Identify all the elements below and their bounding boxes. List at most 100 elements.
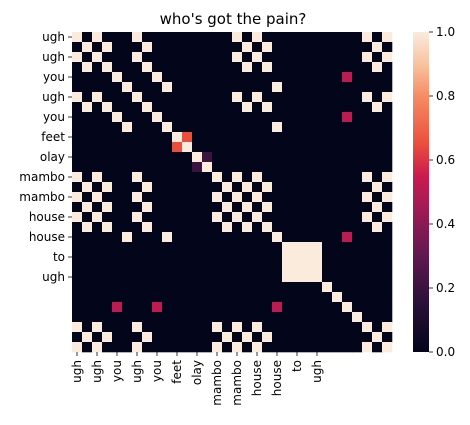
heatmap-cell [242, 72, 253, 83]
heatmap-cell [252, 222, 263, 233]
heatmap-cell [252, 122, 263, 133]
heatmap-cell [222, 202, 233, 213]
heatmap-cell [152, 212, 163, 223]
heatmap-cell [122, 62, 133, 73]
heatmap-cell [382, 52, 393, 63]
heatmap-cell [192, 132, 203, 143]
y-tick-label: feet [41, 130, 65, 144]
heatmap-cell [242, 342, 253, 353]
heatmap-cell [272, 42, 283, 53]
heatmap-cell [292, 172, 303, 183]
heatmap-cell [282, 312, 293, 323]
heatmap-cell [302, 202, 313, 213]
heatmap-cell [272, 122, 283, 133]
heatmap-cell [92, 152, 103, 163]
heatmap-cell [342, 172, 353, 183]
x-tick-label: you [150, 360, 164, 382]
heatmap-cell [272, 292, 283, 303]
heatmap-cell [112, 92, 123, 103]
heatmap-cell [72, 72, 83, 83]
heatmap-cell [102, 282, 113, 293]
heatmap-cell [302, 52, 313, 63]
heatmap-cell [242, 152, 253, 163]
heatmap-cell [172, 142, 183, 153]
heatmap-cell [202, 302, 213, 313]
heatmap-cell [292, 142, 303, 153]
heatmap-cell [382, 92, 393, 103]
heatmap-cell [132, 282, 143, 293]
heatmap-cell [82, 322, 93, 333]
heatmap-cell [252, 292, 263, 303]
heatmap-cell [92, 62, 103, 73]
heatmap-cell [292, 52, 303, 63]
heatmap-cell [222, 92, 233, 103]
heatmap-cell [152, 222, 163, 233]
heatmap-cell [352, 272, 363, 283]
heatmap-cell [212, 202, 223, 213]
x-tick-label: feet [170, 360, 184, 384]
heatmap-cell [82, 302, 93, 313]
heatmap-cell [102, 142, 113, 153]
heatmap-cell [182, 62, 193, 73]
heatmap-cell [102, 122, 113, 133]
heatmap-cell [182, 212, 193, 223]
heatmap-cell [182, 202, 193, 213]
heatmap-cell [322, 232, 333, 243]
heatmap-cell [152, 282, 163, 293]
heatmap-cell [152, 272, 163, 283]
heatmap-cell [102, 132, 113, 143]
heatmap-cell [112, 242, 123, 253]
heatmap-cell [102, 102, 113, 113]
heatmap-cell [232, 332, 243, 343]
heatmap-cell [92, 82, 103, 93]
heatmap-cell [352, 52, 363, 63]
y-tick-label: ugh [42, 30, 65, 44]
heatmap-cell [362, 292, 373, 303]
heatmap-cell [362, 342, 373, 353]
heatmap-cell [142, 162, 153, 173]
heatmap-cell [122, 252, 133, 263]
heatmap-cell [252, 202, 263, 213]
heatmap-cell [232, 212, 243, 223]
heatmap-cell [382, 32, 393, 43]
heatmap-cell [202, 322, 213, 333]
heatmap-cell [82, 162, 93, 173]
heatmap-cell [282, 292, 293, 303]
heatmap-cell [212, 212, 223, 223]
heatmap-cell [192, 252, 203, 263]
heatmap-cell [132, 62, 143, 73]
heatmap-cell [272, 312, 283, 323]
heatmap-cell [182, 192, 193, 203]
heatmap-cell [162, 292, 173, 303]
heatmap-cell [232, 102, 243, 113]
heatmap-cell [92, 142, 103, 153]
heatmap-cell [182, 52, 193, 63]
heatmap-cell [102, 292, 113, 303]
heatmap-cell [202, 332, 213, 343]
heatmap-cell [332, 272, 343, 283]
heatmap-cell [172, 162, 183, 173]
heatmap-cell [202, 252, 213, 263]
heatmap-cell [162, 132, 173, 143]
heatmap-cell [192, 192, 203, 203]
heatmap-cell [142, 32, 153, 43]
heatmap-cell [172, 242, 183, 253]
heatmap-cell [242, 222, 253, 233]
heatmap-cell [302, 342, 313, 353]
heatmap-cell [282, 252, 293, 263]
heatmap-cell [112, 262, 123, 273]
heatmap-cell [292, 32, 303, 43]
heatmap-cell [102, 152, 113, 163]
heatmap-cell [342, 82, 353, 93]
heatmap-cell [222, 212, 233, 223]
heatmap-cell [332, 62, 343, 73]
heatmap-cell [282, 192, 293, 203]
heatmap-cell [202, 202, 213, 213]
y-tick-label: olay [40, 150, 65, 164]
heatmap-cell [322, 72, 333, 83]
heatmap-cell [292, 222, 303, 233]
heatmap-cell [222, 112, 233, 123]
heatmap-cell [82, 172, 93, 183]
heatmap-cell [72, 42, 83, 53]
heatmap-cell [162, 32, 173, 43]
